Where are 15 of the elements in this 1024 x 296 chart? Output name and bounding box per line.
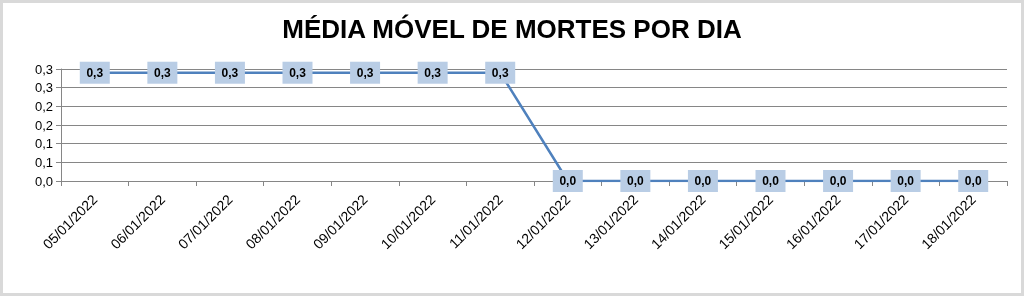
data-label: 0,3 [221,65,239,80]
data-label: 0,3 [356,65,374,80]
y-tick-label: 0,3 [34,80,53,96]
chart-title: MÉDIA MÓVEL DE MORTES POR DIA [282,14,742,44]
data-label: 0,3 [154,65,172,80]
y-tick-label: 0,2 [34,98,53,114]
data-label: 0,3 [491,65,509,80]
data-label: 0,3 [289,65,307,80]
y-tick-label: 0,3 [34,61,53,77]
y-tick-label: 0,2 [34,117,53,133]
y-tick-label: 0,1 [34,136,53,152]
y-tick-label: 0,0 [34,173,53,189]
data-label: 0,3 [86,65,104,80]
y-tick-label: 0,1 [34,154,53,170]
data-label: 0,3 [424,65,442,80]
